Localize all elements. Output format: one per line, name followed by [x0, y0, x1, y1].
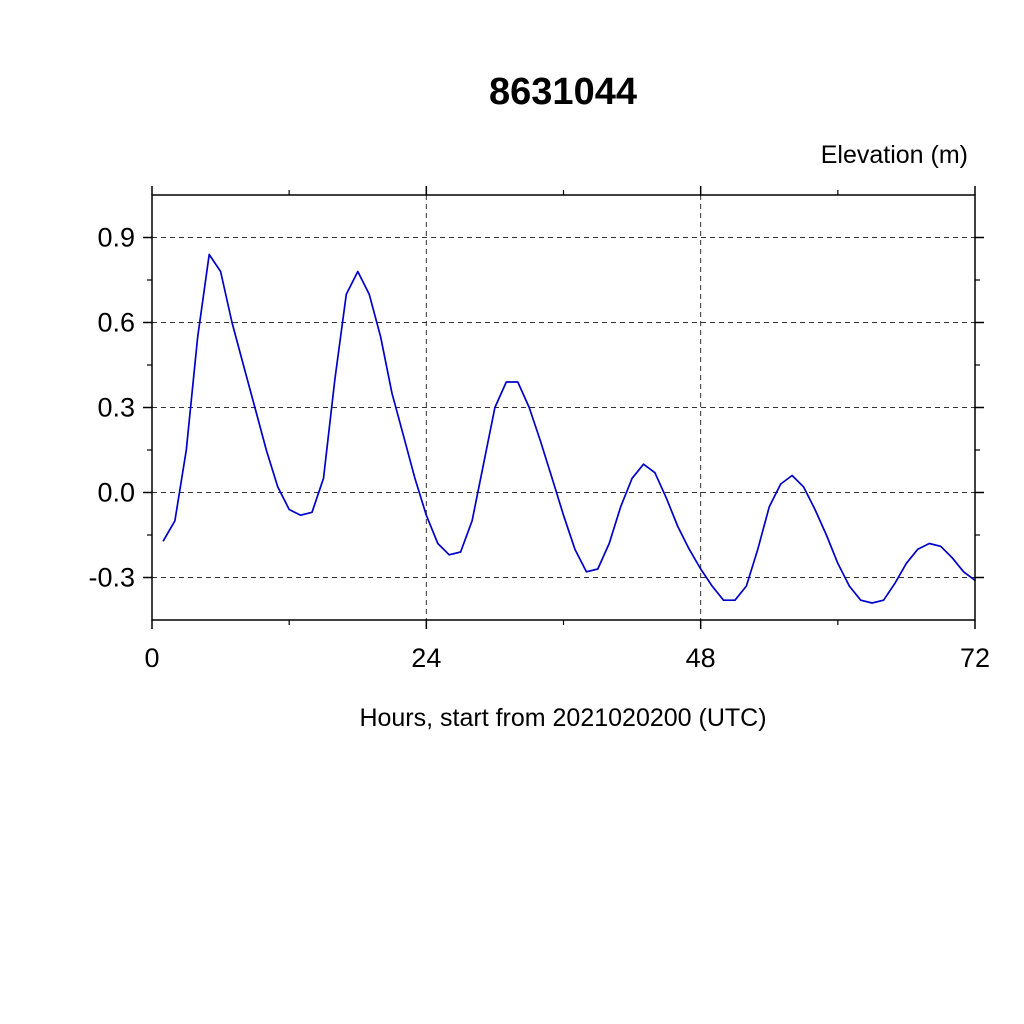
y-tick-label: 0.3 — [97, 393, 135, 423]
x-tick-label: 24 — [411, 643, 441, 673]
y-tick-label: 0.0 — [97, 478, 135, 508]
elevation-series-line — [162, 253, 976, 604]
x-axis-label: Hours, start from 2021020200 (UTC) — [359, 704, 766, 732]
x-tick-label: 72 — [960, 643, 990, 673]
plot-border — [151, 194, 976, 621]
plot-area: 0 24 48 72 -0.3 0.0 0.3 0.6 0.9 — [88, 186, 990, 673]
y-tick-label: 0.9 — [97, 223, 135, 253]
y-tick-label: -0.3 — [88, 563, 135, 593]
y-tick-label: 0.6 — [97, 308, 135, 338]
y-axis-label: Elevation (m) — [821, 141, 968, 169]
x-tick-label: 0 — [144, 643, 159, 673]
chart-title: 8631044 — [489, 71, 637, 113]
x-tick-label: 48 — [686, 643, 716, 673]
